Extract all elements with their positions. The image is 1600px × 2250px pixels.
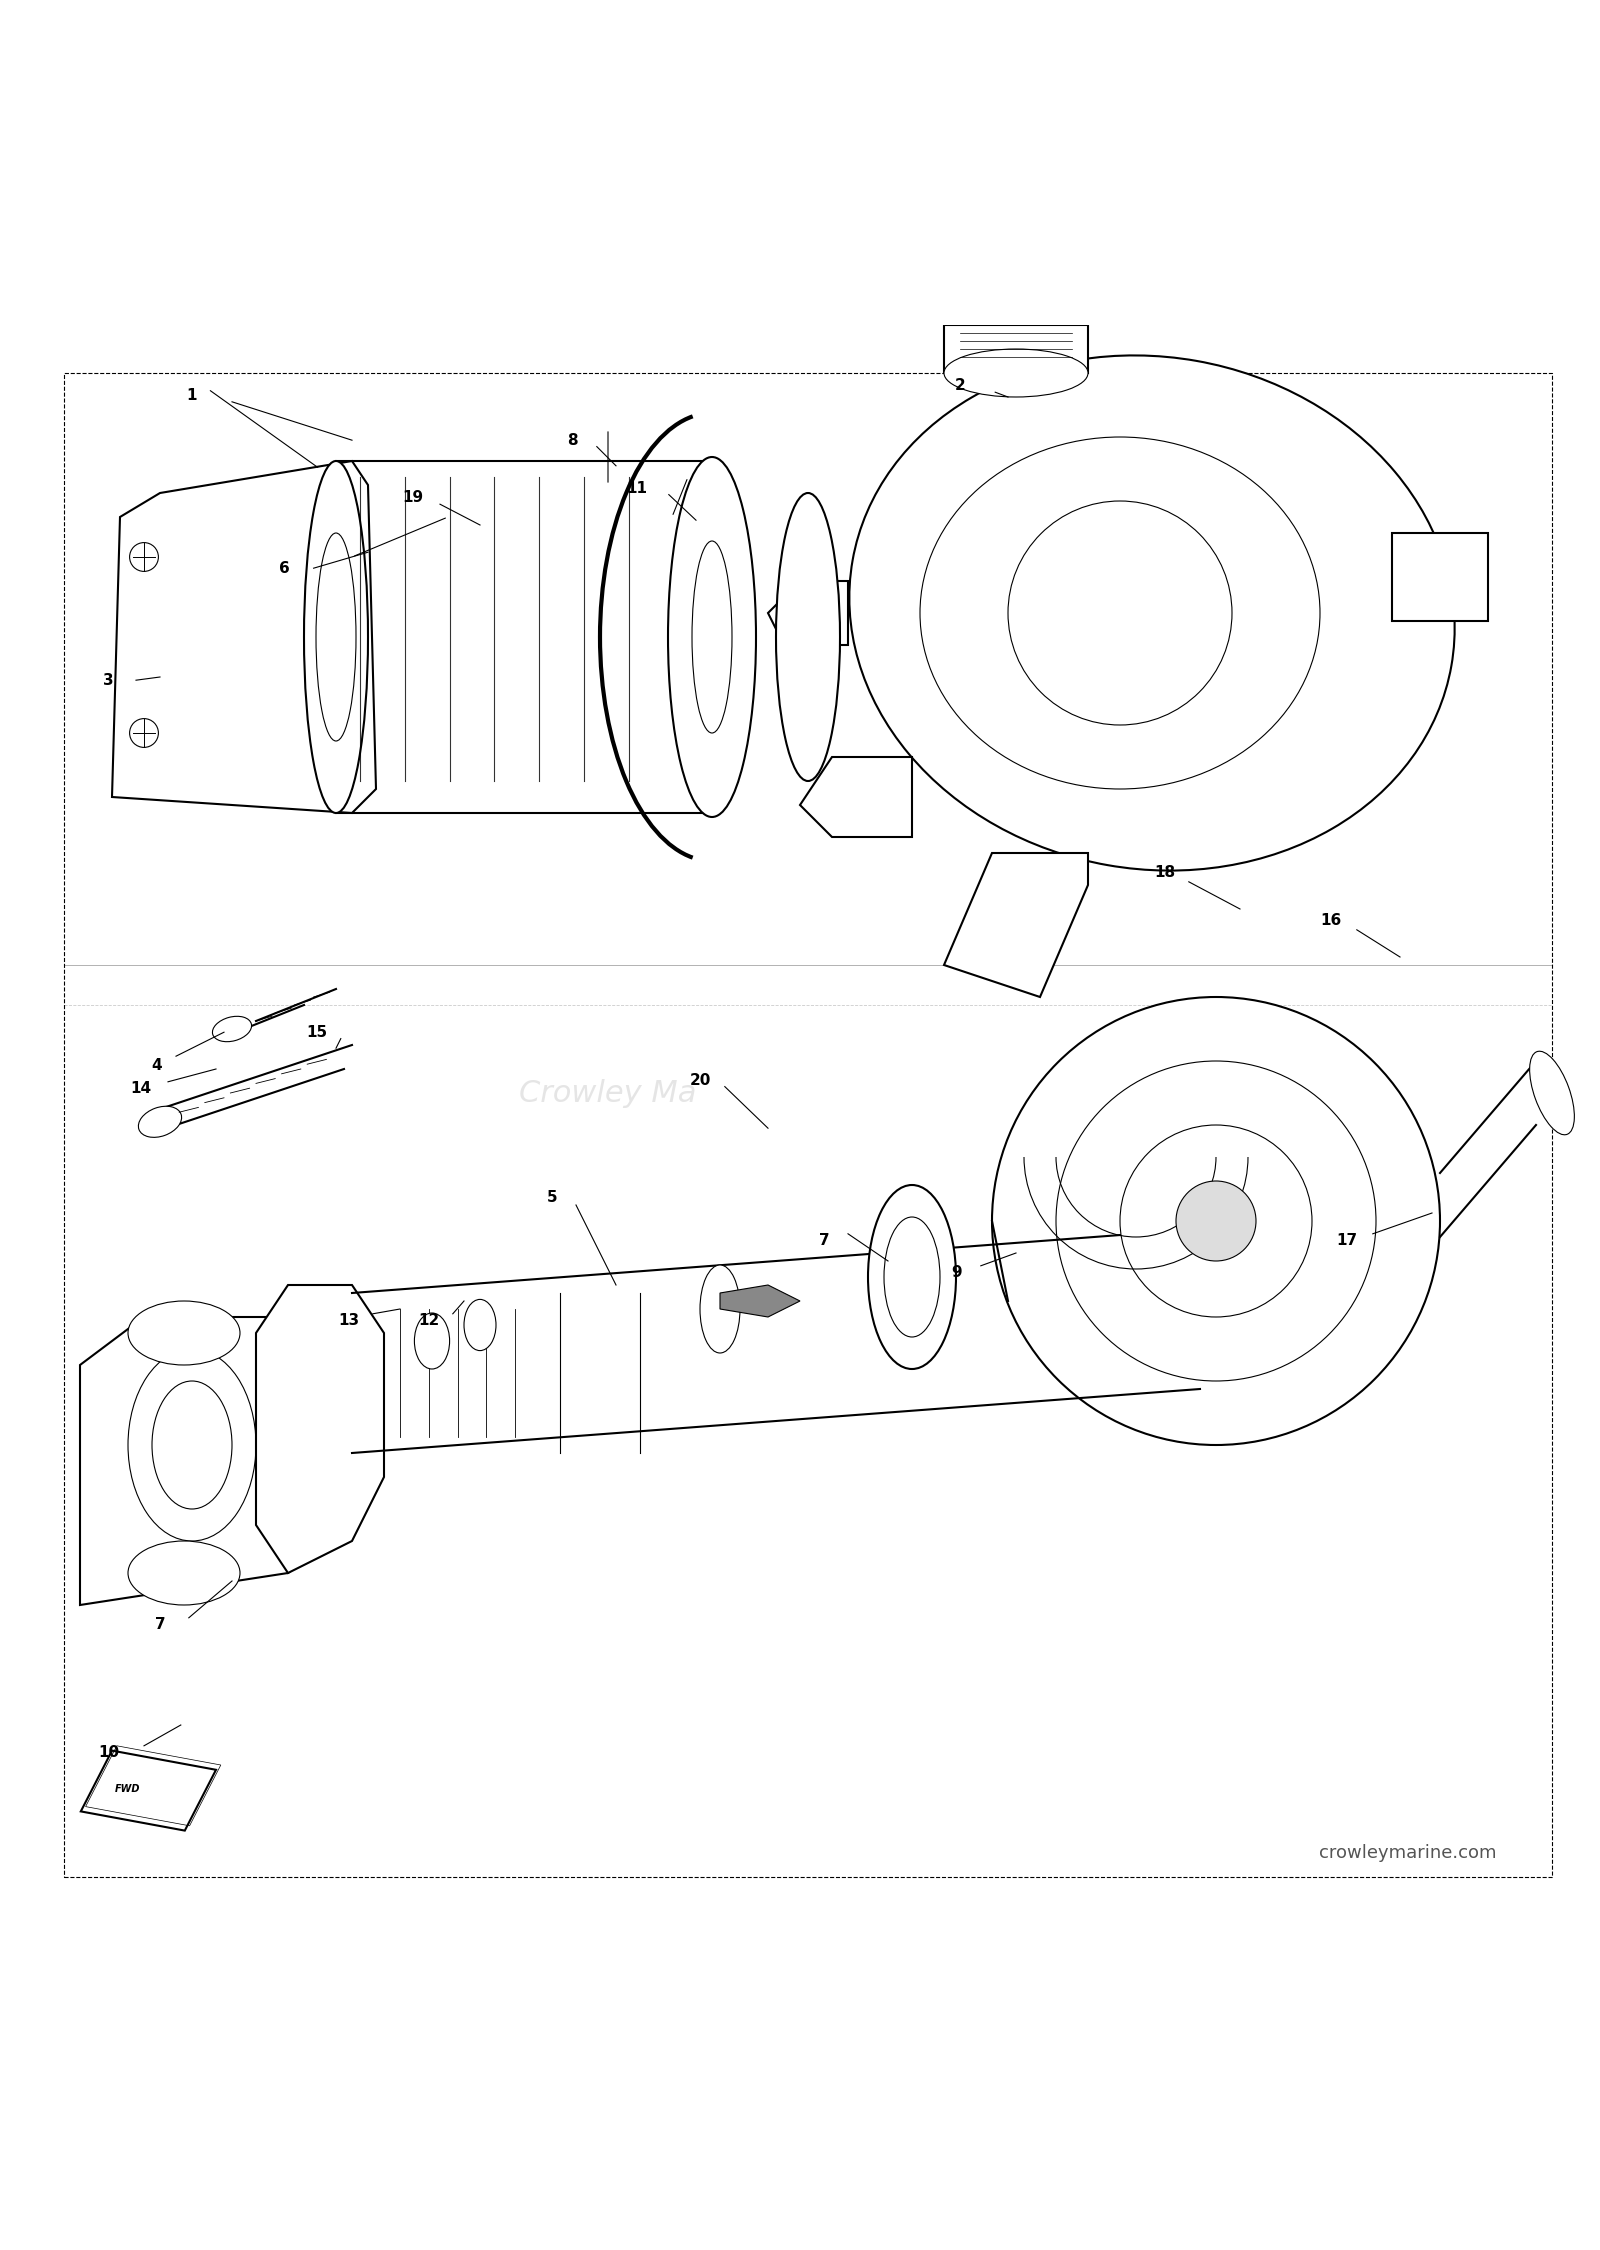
Circle shape (992, 997, 1440, 1444)
Ellipse shape (464, 1300, 496, 1350)
Text: 6: 6 (280, 560, 290, 576)
Text: 5: 5 (547, 1190, 557, 1204)
Text: 7: 7 (819, 1233, 829, 1249)
Polygon shape (112, 461, 376, 812)
Ellipse shape (128, 1300, 240, 1366)
Circle shape (1120, 1125, 1312, 1316)
Text: 13: 13 (338, 1312, 360, 1328)
Polygon shape (1392, 533, 1488, 621)
Polygon shape (944, 853, 1088, 997)
Text: 11: 11 (626, 482, 648, 495)
Circle shape (130, 718, 158, 747)
Ellipse shape (669, 457, 757, 817)
Ellipse shape (138, 1107, 182, 1136)
Polygon shape (82, 1750, 216, 1831)
Ellipse shape (213, 1017, 251, 1042)
Text: 17: 17 (1336, 1233, 1358, 1249)
Polygon shape (800, 756, 912, 837)
Polygon shape (944, 324, 1088, 374)
Text: 14: 14 (130, 1080, 152, 1096)
Ellipse shape (414, 1314, 450, 1368)
Polygon shape (768, 580, 848, 646)
Polygon shape (256, 1285, 384, 1573)
Ellipse shape (867, 1186, 955, 1368)
Polygon shape (80, 1316, 352, 1604)
Text: 7: 7 (155, 1618, 165, 1631)
Text: 10: 10 (98, 1744, 120, 1760)
Ellipse shape (776, 493, 840, 781)
Circle shape (1176, 1181, 1256, 1260)
Text: 9: 9 (952, 1265, 962, 1280)
Text: crowleymarine.com: crowleymarine.com (1320, 1845, 1496, 1863)
Text: 3: 3 (104, 673, 114, 688)
Text: 18: 18 (1154, 864, 1176, 880)
Ellipse shape (304, 461, 368, 812)
Text: 20: 20 (690, 1073, 712, 1087)
Ellipse shape (128, 1541, 240, 1604)
Text: 16: 16 (1320, 914, 1342, 927)
Text: 12: 12 (418, 1312, 440, 1328)
Ellipse shape (701, 1265, 739, 1352)
Polygon shape (720, 1285, 800, 1316)
Text: 8: 8 (568, 432, 578, 448)
Text: FWD: FWD (115, 1784, 141, 1793)
Text: 1: 1 (187, 387, 197, 403)
Text: 15: 15 (306, 1024, 328, 1040)
Text: 2: 2 (955, 378, 965, 394)
Ellipse shape (850, 356, 1454, 871)
Text: 4: 4 (152, 1058, 162, 1073)
Text: Crowley Ma: Crowley Ma (520, 1078, 696, 1107)
Ellipse shape (1530, 1051, 1574, 1134)
Text: 19: 19 (402, 490, 424, 506)
Circle shape (130, 542, 158, 572)
Ellipse shape (944, 349, 1088, 396)
Ellipse shape (128, 1350, 256, 1541)
